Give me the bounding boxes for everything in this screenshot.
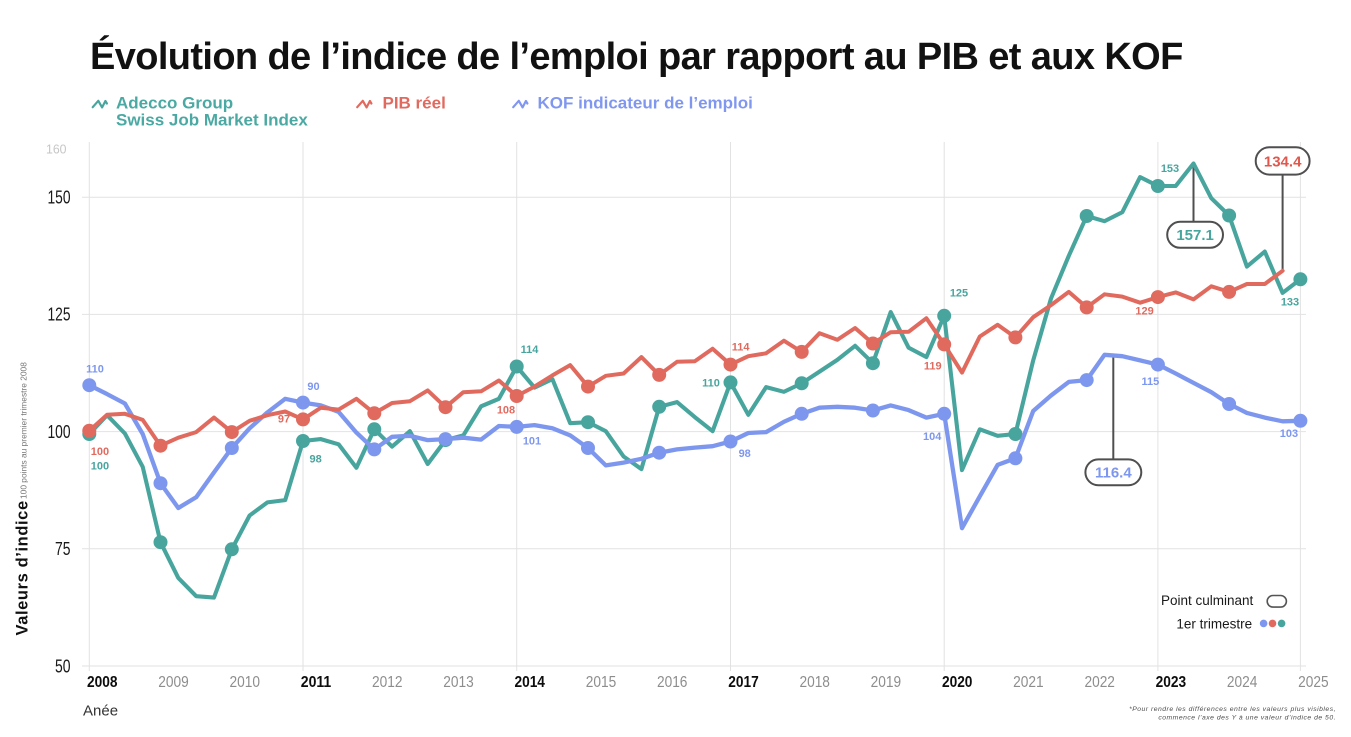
svg-text:2016: 2016 (657, 674, 688, 691)
svg-text:50: 50 (55, 656, 71, 676)
svg-text:2025: 2025 (1298, 674, 1329, 691)
svg-text:97: 97 (278, 414, 290, 426)
svg-text:commence l’axe des Y à une val: commence l’axe des Y à une valeur d’indi… (1158, 714, 1336, 721)
svg-text:160: 160 (46, 142, 67, 156)
svg-text:129: 129 (1135, 306, 1153, 318)
svg-text:PIB réel: PIB réel (383, 94, 446, 113)
svg-text:90: 90 (307, 381, 319, 393)
svg-text:134.4: 134.4 (1264, 153, 1302, 170)
svg-text:2019: 2019 (871, 674, 902, 691)
svg-text:125: 125 (950, 287, 968, 299)
svg-text:114: 114 (732, 341, 751, 353)
svg-text:2009: 2009 (158, 674, 189, 691)
svg-text:116.4: 116.4 (1095, 465, 1132, 482)
svg-text:2023: 2023 (1156, 674, 1187, 691)
svg-text:110: 110 (86, 363, 104, 375)
svg-text:2010: 2010 (230, 674, 261, 691)
svg-text:104: 104 (923, 431, 942, 443)
svg-text:100: 100 (91, 446, 109, 458)
svg-text:150: 150 (48, 188, 71, 208)
svg-text:1er trimestre: 1er trimestre (1176, 617, 1252, 632)
svg-text:100 points au premier trimestr: 100 points au premier trimestre 2008 (19, 362, 29, 499)
svg-text:100: 100 (48, 422, 71, 442)
svg-text:108: 108 (497, 404, 515, 416)
svg-text:2015: 2015 (586, 674, 617, 691)
svg-text:2013: 2013 (443, 674, 474, 691)
svg-text:114: 114 (521, 344, 540, 356)
svg-text:133: 133 (1281, 296, 1299, 308)
svg-text:110: 110 (702, 378, 720, 390)
svg-text:119: 119 (924, 360, 942, 372)
svg-text:KOF indicateur de l’emploi: KOF indicateur de l’emploi (538, 94, 753, 113)
svg-text:101: 101 (523, 435, 541, 447)
svg-text:75: 75 (55, 539, 71, 559)
svg-text:Swiss Job Market Index: Swiss Job Market Index (116, 111, 308, 130)
svg-text:103: 103 (1280, 428, 1298, 440)
svg-text:2024: 2024 (1227, 674, 1258, 691)
svg-text:2014: 2014 (514, 674, 545, 691)
svg-text:153: 153 (1161, 163, 1179, 175)
svg-text:125: 125 (48, 305, 71, 325)
svg-text:98: 98 (739, 448, 751, 460)
svg-text:Adecco Group: Adecco Group (116, 94, 233, 113)
svg-text:2018: 2018 (799, 674, 830, 691)
svg-text:*Pour rendre les différences e: *Pour rendre les différences entre les v… (1129, 706, 1336, 713)
svg-text:2008: 2008 (87, 674, 118, 691)
svg-text:2022: 2022 (1084, 674, 1115, 691)
svg-text:Point culminant: Point culminant (1161, 593, 1254, 608)
svg-text:115: 115 (1142, 376, 1160, 388)
svg-text:157.1: 157.1 (1176, 227, 1214, 244)
svg-text:2017: 2017 (728, 674, 759, 691)
svg-text:100: 100 (91, 460, 109, 472)
svg-text:2012: 2012 (372, 674, 403, 691)
svg-text:2021: 2021 (1013, 674, 1044, 691)
svg-text:98: 98 (309, 454, 321, 466)
svg-text:2011: 2011 (301, 674, 332, 691)
svg-text:Anée: Anée (83, 703, 118, 720)
svg-text:2020: 2020 (942, 674, 973, 691)
svg-text:Évolution de l’indice de l’emp: Évolution de l’indice de l’emploi par ra… (90, 34, 1183, 78)
svg-text:Valeurs d’indice: Valeurs d’indice (14, 500, 32, 635)
